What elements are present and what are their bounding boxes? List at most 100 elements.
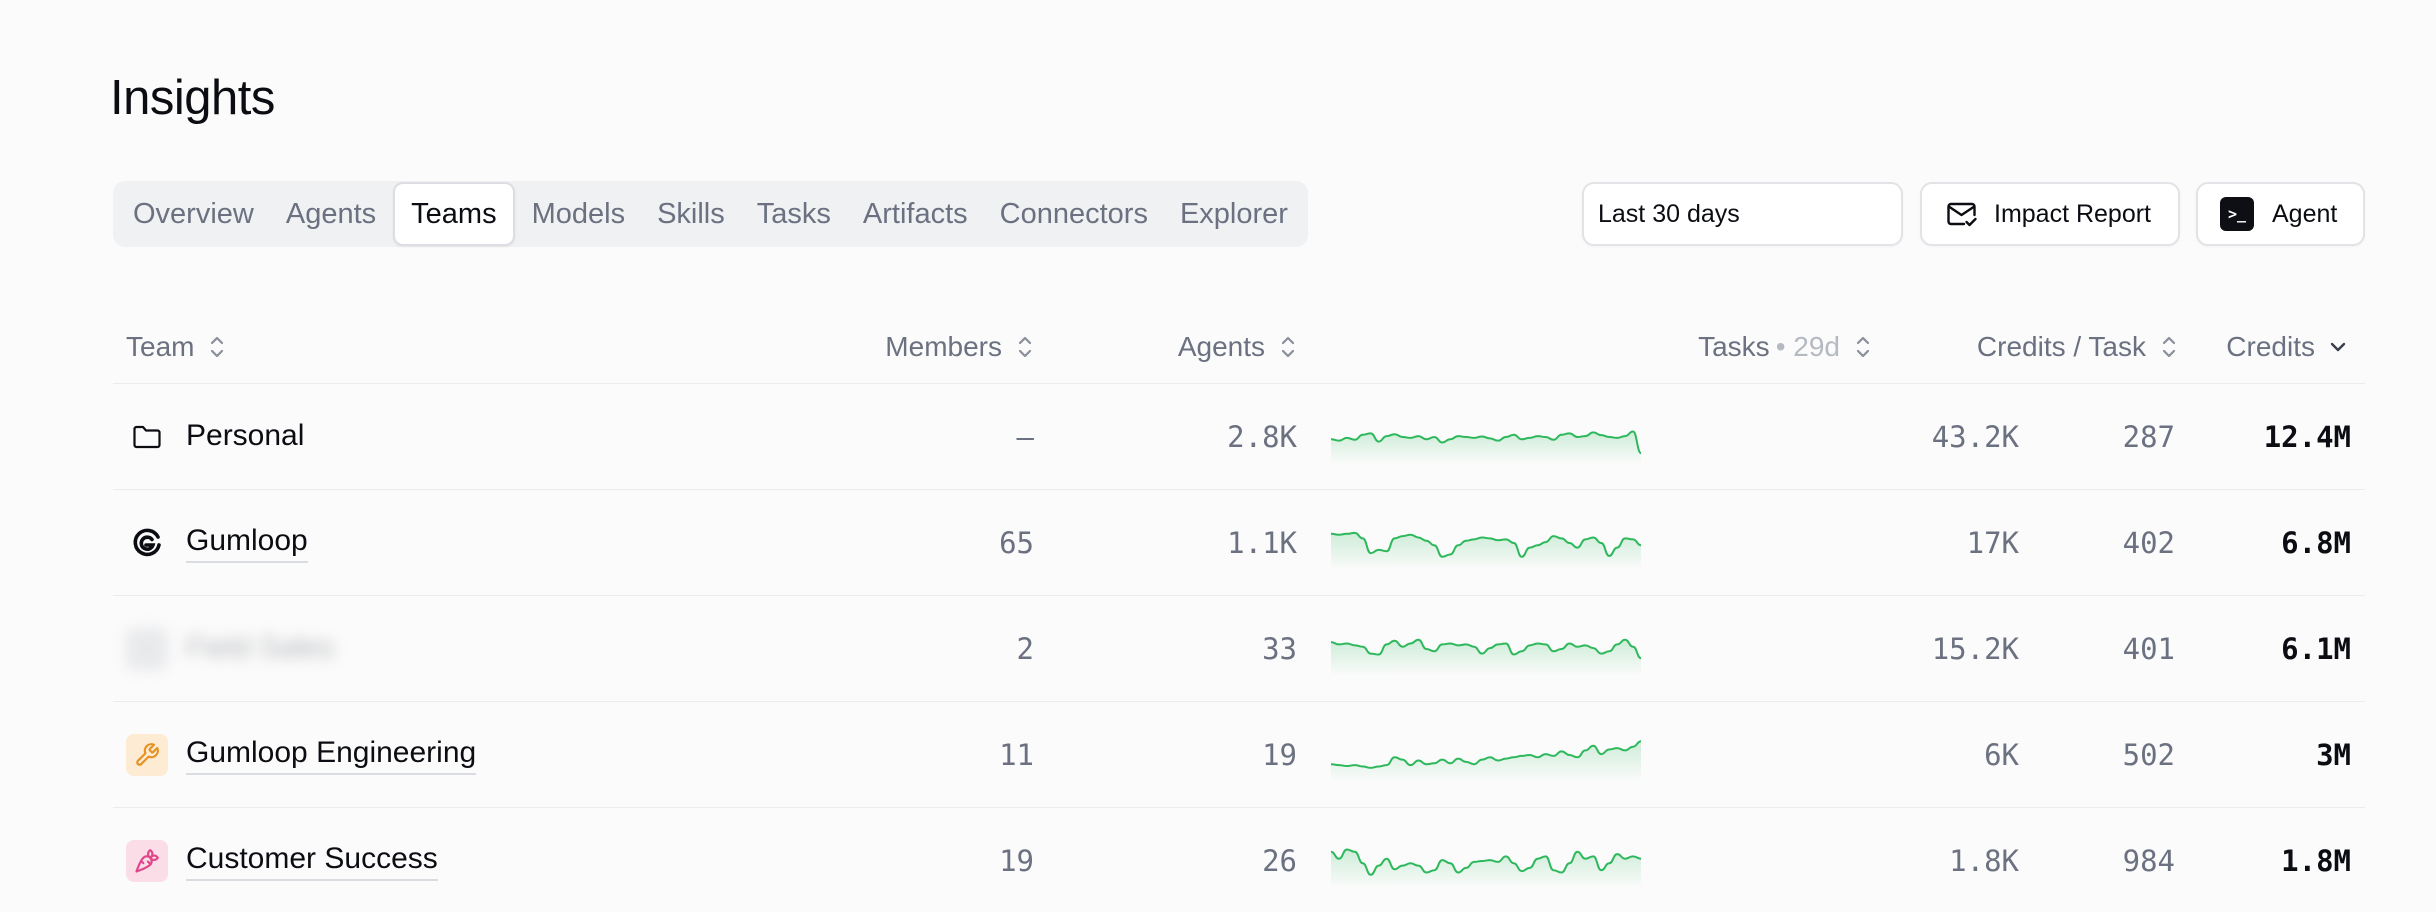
column-header-members[interactable]: Members <box>885 310 1034 384</box>
wrench-icon <box>126 734 168 776</box>
tab-tasks[interactable]: Tasks <box>756 197 831 230</box>
team-cell: Gumloop <box>126 490 308 596</box>
sparkline-line <box>1331 640 1641 658</box>
credits-value: 6.8M <box>2281 526 2351 560</box>
gumloop-logo-icon <box>126 522 168 564</box>
sparkline-line <box>1331 741 1641 768</box>
members-value: — <box>1016 420 1034 454</box>
impact-report-button[interactable]: Impact Report <box>1920 182 2180 246</box>
blurred-team-icon <box>126 628 168 670</box>
team-name[interactable]: Gumloop <box>186 524 308 563</box>
agent-label: Agent <box>2272 199 2338 228</box>
insights-tabs: Overview Agents Teams Models Skills Task… <box>113 181 1308 247</box>
team-cell: Field Sales <box>126 596 334 702</box>
terminal-icon: >_ <box>2220 197 2254 231</box>
tab-agents[interactable]: Agents <box>285 197 377 230</box>
tasks-value: 15.2K <box>1931 632 2019 666</box>
sparkline-line <box>1331 533 1641 557</box>
sort-icon <box>211 336 224 358</box>
tasks-sparkline <box>1331 834 1641 888</box>
sparkline-area <box>1331 532 1641 570</box>
team-name[interactable]: Gumloop Engineering <box>186 736 477 775</box>
sparkline-line <box>1331 850 1641 875</box>
tasks-sparkline <box>1331 728 1641 782</box>
sort-icon <box>1018 336 1032 358</box>
sparkline-area <box>1331 639 1641 676</box>
sort-icon <box>1281 336 1295 358</box>
table-row[interactable]: Personal — 2.8K 43.2K 287 12.4M <box>113 384 2365 490</box>
tasks-value: 17K <box>1966 526 2019 560</box>
column-header-credits[interactable]: Credits <box>2226 310 2347 384</box>
tasks-period-label: • 29d <box>1775 331 1840 362</box>
team-name[interactable]: Customer Success <box>186 842 438 881</box>
team-cell: Customer Success <box>126 808 438 912</box>
sparkline-area <box>1331 849 1641 888</box>
tasks-sparkline <box>1331 622 1641 676</box>
tab-models[interactable]: Models <box>531 197 626 230</box>
table-row[interactable]: Customer Success 19 26 1.8K 984 1.8M <box>113 808 2365 912</box>
agents-header-label: Agents <box>1177 331 1265 362</box>
tab-skills[interactable]: Skills <box>657 197 725 230</box>
members-value: 65 <box>999 526 1034 560</box>
agents-value: 33 <box>1262 632 1297 666</box>
tab-artifacts[interactable]: Artifacts <box>862 197 968 230</box>
agents-value: 19 <box>1262 738 1297 772</box>
tab-connectors[interactable]: Connectors <box>999 197 1148 230</box>
tasks-sparkline <box>1331 410 1641 464</box>
credits-value: 12.4M <box>2263 420 2351 454</box>
column-header-tasks[interactable]: Tasks • 29d <box>1698 310 1872 384</box>
tab-explorer[interactable]: Explorer <box>1179 197 1288 230</box>
credits-per-task-value: 401 <box>2122 632 2175 666</box>
credits-value: 3M <box>2316 738 2351 772</box>
credits-per-task-value: 402 <box>2122 526 2175 560</box>
members-header-label: Members <box>885 331 1002 362</box>
team-name[interactable]: Field Sales <box>186 630 335 664</box>
credits-per-task-value: 984 <box>2122 844 2175 878</box>
page-title: Insights <box>110 71 275 125</box>
credits-per-task-value: 287 <box>2122 420 2175 454</box>
table-row[interactable]: Gumloop Engineering 11 19 6K 502 3M <box>113 702 2365 808</box>
credits-value: 6.1M <box>2281 632 2351 666</box>
carrot-icon <box>126 840 168 882</box>
sparkline-area <box>1331 741 1641 782</box>
members-value: 19 <box>999 844 1034 878</box>
date-range-select[interactable]: Last 30 days <box>1582 182 1903 246</box>
sort-icon <box>1856 336 1870 358</box>
credits-header-label: Credits <box>2226 331 2315 362</box>
agents-value: 26 <box>1262 844 1297 878</box>
column-header-credits-per-task[interactable]: Credits / Task <box>1977 310 2178 384</box>
credits-per-task-value: 502 <box>2122 738 2175 772</box>
impact-report-label: Impact Report <box>1994 199 2152 228</box>
agents-value: 2.8K <box>1227 420 1297 454</box>
members-value: 11 <box>999 738 1034 772</box>
date-range-value: Last 30 days <box>1598 199 1740 228</box>
tab-teams[interactable]: Teams <box>393 182 515 246</box>
agent-button[interactable]: >_ Agent <box>2196 182 2365 246</box>
column-header-team[interactable]: Team <box>126 310 226 384</box>
sparkline-area <box>1331 431 1641 464</box>
tasks-header-label: Tasks <box>1698 331 1770 362</box>
table-row[interactable]: Field Sales 2 33 15.2K 401 6.1M <box>113 596 2365 702</box>
table-row[interactable]: Gumloop 65 1.1K 17K 402 6.8M <box>113 490 2365 596</box>
mail-check-icon <box>1946 200 1978 228</box>
tasks-value: 1.8K <box>1949 844 2019 878</box>
teams-table-header: Team Members Agents Tasks • 29d Credits … <box>113 310 2365 384</box>
agents-value: 1.1K <box>1227 526 1297 560</box>
members-value: 2 <box>1016 632 1034 666</box>
sort-icon <box>2162 336 2176 358</box>
credits-value: 1.8M <box>2281 844 2351 878</box>
tasks-value: 43.2K <box>1931 420 2019 454</box>
column-header-agents[interactable]: Agents <box>1178 310 1297 384</box>
tasks-value: 6K <box>1984 738 2019 772</box>
tasks-sparkline <box>1331 516 1641 570</box>
team-header-label: Team <box>126 331 195 362</box>
chevron-down-icon <box>2330 342 2346 352</box>
credits-per-task-header-label: Credits / Task <box>1976 331 2146 362</box>
team-name[interactable]: Personal <box>186 418 305 452</box>
team-cell: Gumloop Engineering <box>126 702 477 808</box>
sparkline-line <box>1331 431 1641 453</box>
folder-icon <box>126 416 168 458</box>
tab-overview[interactable]: Overview <box>133 197 254 230</box>
team-cell: Personal <box>126 384 304 490</box>
